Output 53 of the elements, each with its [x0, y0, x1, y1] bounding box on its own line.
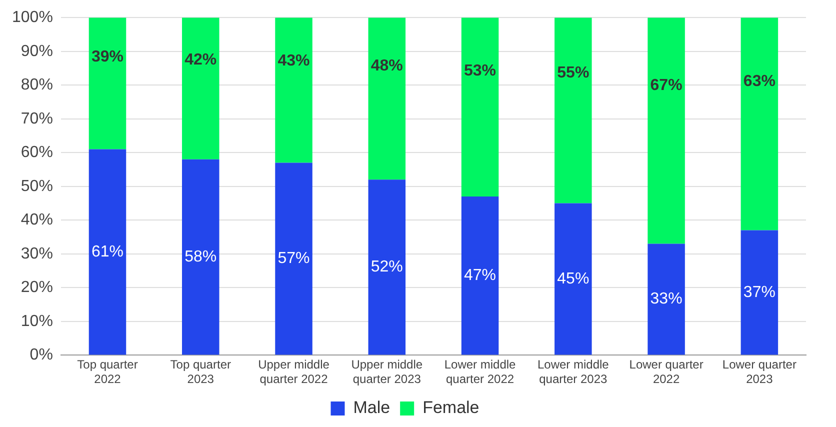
- y-tick-label: 0%: [30, 346, 53, 364]
- x-tick-label: Lower quarter 2022: [629, 358, 704, 386]
- bar: [554, 203, 592, 355]
- data-label: 45%: [557, 270, 590, 288]
- y-tick-label: 70%: [20, 110, 53, 128]
- bar: [554, 18, 592, 204]
- legend-label: Male: [353, 398, 390, 418]
- y-tick-label: 90%: [20, 42, 53, 60]
- bar: [275, 18, 312, 163]
- bar: [182, 18, 220, 160]
- y-tick-label: 20%: [20, 279, 53, 296]
- data-label: 43%: [278, 52, 310, 70]
- x-tick-label: Top quarter 2023: [170, 358, 231, 386]
- legend-label: Female: [422, 398, 480, 418]
- bar: [368, 18, 406, 180]
- bar: [461, 18, 499, 197]
- bar: [88, 18, 126, 150]
- data-label: 57%: [278, 250, 310, 268]
- data-label: 33%: [650, 290, 682, 308]
- data-label: 58%: [184, 248, 217, 266]
- bar: [461, 196, 499, 355]
- x-tick-label: Upper middle quarter 2023: [351, 358, 423, 386]
- x-tick-label: Lower middle quarter 2022: [444, 358, 516, 386]
- data-label: 48%: [370, 58, 403, 75]
- y-tick-label: 80%: [20, 76, 53, 94]
- x-tick-label: Lower middle quarter 2023: [537, 358, 610, 386]
- data-label: 63%: [743, 72, 776, 90]
- data-label: 67%: [650, 76, 682, 94]
- bar: [740, 230, 778, 355]
- bar: [648, 18, 685, 244]
- data-label: 47%: [464, 267, 496, 284]
- data-label: 42%: [184, 52, 217, 69]
- bar: [648, 244, 685, 355]
- data-label: 53%: [464, 62, 496, 80]
- y-tick-label: 50%: [20, 178, 53, 195]
- bar: [368, 180, 406, 355]
- data-label: 37%: [743, 284, 776, 301]
- bar: [88, 149, 126, 355]
- y-tick-label: 30%: [20, 245, 53, 262]
- data-label: 61%: [91, 243, 124, 260]
- data-label: 39%: [91, 48, 124, 66]
- data-label: 52%: [370, 258, 403, 276]
- x-tick-label: Top quarter 2022: [77, 358, 138, 386]
- data-label: 55%: [557, 64, 590, 82]
- x-tick-label: Upper middle quarter 2022: [258, 358, 330, 386]
- y-tick-label: 10%: [20, 312, 53, 330]
- y-tick-label: 40%: [20, 212, 53, 229]
- x-tick-label: Lower quarter 2023: [722, 358, 796, 386]
- y-tick-label: 60%: [20, 144, 53, 162]
- bar: [740, 18, 778, 230]
- y-tick-label: 100%: [12, 9, 53, 26]
- bar: [182, 159, 220, 355]
- bar: [275, 162, 312, 355]
